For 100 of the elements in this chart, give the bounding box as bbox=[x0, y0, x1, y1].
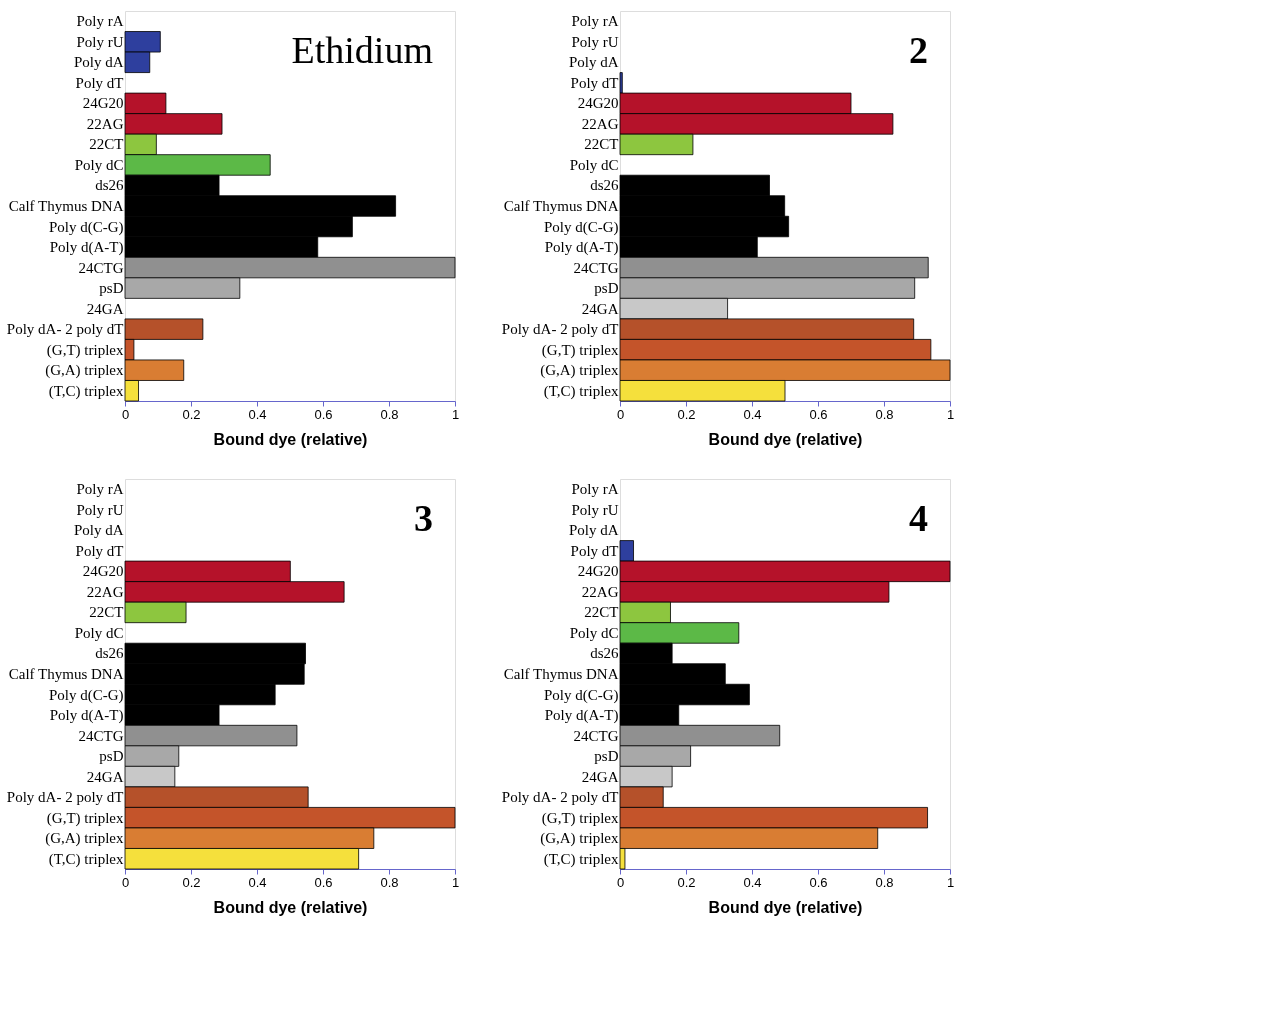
y-tick-label: Poly dT bbox=[570, 542, 619, 559]
y-tick-label: Calf Thymus DNA bbox=[503, 198, 619, 214]
x-tick-label: 0.4 bbox=[743, 874, 762, 890]
y-tick-label: (G,A) triplex bbox=[540, 830, 619, 848]
x-tick-label: 1 bbox=[451, 406, 460, 422]
y-tick-label: 24G20 bbox=[82, 563, 124, 580]
y-tick-label: ds26 bbox=[590, 177, 619, 194]
y-tick-label: 24CTG bbox=[573, 259, 619, 276]
y-tick-label: Poly rU bbox=[76, 33, 124, 50]
y-tick-label: Poly d(C-G) bbox=[543, 686, 619, 704]
x-tick-label: 0 bbox=[616, 874, 625, 890]
y-tick-label: 22CT bbox=[584, 136, 619, 153]
x-axis-title: Bound dye (relative) bbox=[708, 898, 863, 916]
y-tick-label: (G,T) triplex bbox=[46, 341, 124, 359]
y-tick-label: 22AG bbox=[581, 115, 619, 132]
x-tick-label: 0 bbox=[121, 406, 130, 422]
x-tick-label: 1 bbox=[946, 874, 955, 890]
y-tick-label: (T,C) triplex bbox=[543, 382, 619, 400]
y-tick-label: Poly d(A-T) bbox=[544, 707, 619, 725]
y-tick-label: ds26 bbox=[95, 177, 124, 194]
y-tick-label: (G,A) triplex bbox=[540, 362, 619, 380]
y-tick-label: 24CTG bbox=[78, 727, 124, 744]
x-axis-title: Bound dye (relative) bbox=[708, 430, 863, 448]
x-tick-label: 0.4 bbox=[743, 406, 762, 422]
text: 2 bbox=[909, 29, 928, 71]
y-tick-label: 24GA bbox=[581, 300, 619, 317]
y-tick-label: 24G20 bbox=[577, 95, 619, 112]
y-tick-label: Calf Thymus DNA bbox=[8, 198, 124, 214]
y-tick-label: psD bbox=[594, 280, 619, 297]
y-tick-label: Poly d(C-G) bbox=[543, 218, 619, 236]
y-tick-label: psD bbox=[594, 748, 619, 765]
y-tick-label: Poly d(C-G) bbox=[48, 218, 124, 236]
y-tick-label: 22AG bbox=[86, 583, 124, 600]
y-tick-label: Poly rA bbox=[76, 13, 124, 30]
x-tick-label: 0.6 bbox=[314, 874, 333, 890]
text: Ethidium bbox=[291, 29, 433, 71]
y-tick-label: psD bbox=[99, 748, 124, 765]
x-tick-label: 0 bbox=[616, 406, 625, 422]
x-tick-label: 0.2 bbox=[182, 406, 201, 422]
y-tick-label: Calf Thymus DNA bbox=[503, 666, 619, 682]
y-tick-label: Poly rA bbox=[571, 13, 619, 30]
text: 4 bbox=[909, 497, 928, 539]
y-tick-label: Poly dA- 2 poly dT bbox=[6, 321, 124, 338]
y-tick-label: Poly d(A-T) bbox=[544, 239, 619, 257]
y-tick-label: (G,T) triplex bbox=[541, 341, 619, 359]
x-tick-label: 1 bbox=[451, 874, 460, 890]
x-tick-label: 0.4 bbox=[248, 874, 267, 890]
y-tick-label: Poly d(A-T) bbox=[49, 239, 124, 257]
y-tick-label: Poly dT bbox=[75, 542, 124, 559]
y-tick-label: 24GA bbox=[581, 768, 619, 785]
y-tick-label: Poly dT bbox=[570, 74, 619, 91]
y-tick-label: 24GA bbox=[86, 300, 124, 317]
y-tick-label: (T,C) triplex bbox=[48, 850, 124, 868]
y-tick-label: Poly rU bbox=[571, 501, 619, 518]
x-tick-label: 0.4 bbox=[248, 406, 267, 422]
y-tick-label: Poly rA bbox=[76, 481, 124, 498]
text: 3 bbox=[414, 497, 433, 539]
y-tick-label: Poly dA- 2 poly dT bbox=[501, 789, 619, 806]
y-tick-label: 22CT bbox=[89, 136, 124, 153]
y-tick-label: 22CT bbox=[584, 604, 619, 621]
y-tick-label: 24G20 bbox=[577, 563, 619, 580]
y-tick-label: psD bbox=[99, 280, 124, 297]
y-tick-label: Poly dC bbox=[74, 624, 124, 641]
y-tick-label: (T,C) triplex bbox=[48, 382, 124, 400]
y-tick-label: 24GA bbox=[86, 768, 124, 785]
x-tick-label: 0.8 bbox=[875, 874, 894, 890]
y-tick-label: Poly rU bbox=[571, 33, 619, 50]
y-tick-label: Poly dA bbox=[568, 522, 619, 539]
y-tick-label: 24CTG bbox=[78, 259, 124, 276]
y-tick-label: (G,T) triplex bbox=[46, 809, 124, 827]
y-tick-label: 22AG bbox=[581, 583, 619, 600]
y-tick-label: 24CTG bbox=[573, 727, 619, 744]
x-tick-label: 0.8 bbox=[380, 874, 399, 890]
y-tick-label: Poly dA- 2 poly dT bbox=[6, 789, 124, 806]
y-tick-label: (G,A) triplex bbox=[45, 830, 124, 848]
y-tick-label: Calf Thymus DNA bbox=[8, 666, 124, 682]
y-tick-label: 24G20 bbox=[82, 95, 124, 112]
y-tick-label: Poly d(C-G) bbox=[48, 686, 124, 704]
x-tick-label: 0.6 bbox=[809, 406, 828, 422]
y-tick-label: Poly dA bbox=[73, 522, 124, 539]
y-tick-label: Poly dA bbox=[568, 54, 619, 71]
x-axis-title: Bound dye (relative) bbox=[213, 898, 368, 916]
y-tick-label: Poly dC bbox=[74, 156, 124, 173]
x-tick-label: 0.8 bbox=[875, 406, 894, 422]
x-tick-label: 0.8 bbox=[380, 406, 399, 422]
y-tick-label: ds26 bbox=[95, 645, 124, 662]
y-tick-label: Poly dT bbox=[75, 74, 124, 91]
x-tick-label: 0 bbox=[121, 874, 130, 890]
y-tick-label: Poly rA bbox=[571, 481, 619, 498]
y-tick-label: (G,A) triplex bbox=[45, 362, 124, 380]
x-tick-label: 0.2 bbox=[182, 874, 201, 890]
y-tick-label: Poly dC bbox=[569, 624, 619, 641]
y-tick-label: (T,C) triplex bbox=[543, 850, 619, 868]
x-axis-title: Bound dye (relative) bbox=[213, 430, 368, 448]
x-tick-label: 1 bbox=[946, 406, 955, 422]
y-tick-label: Poly dA- 2 poly dT bbox=[501, 321, 619, 338]
y-tick-label: 22AG bbox=[86, 115, 124, 132]
y-tick-label: Poly rU bbox=[76, 501, 124, 518]
y-tick-label: Poly dC bbox=[569, 156, 619, 173]
y-tick-label: 22CT bbox=[89, 604, 124, 621]
